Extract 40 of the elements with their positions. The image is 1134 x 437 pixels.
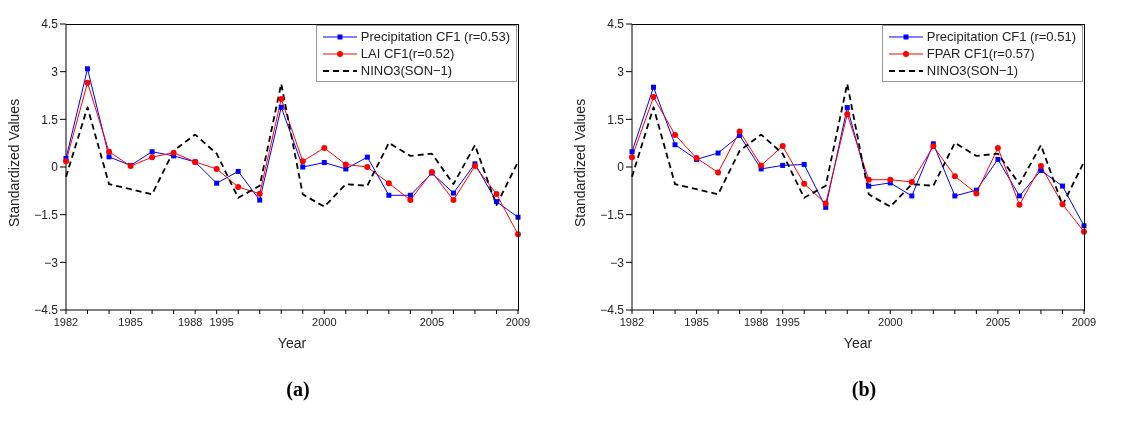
y-tick-label: −4.5: [34, 303, 59, 318]
x-tick-label: 2009: [1071, 316, 1097, 328]
y-tick-label: 3: [51, 64, 59, 79]
legend-label: Precipitation CF1 (r=0.51): [926, 28, 1076, 45]
x-tick-label: 1985: [684, 316, 709, 328]
x-axis-title: Year: [277, 335, 307, 351]
text: (b): [850, 378, 878, 401]
x-tick-label: 1982: [619, 316, 645, 328]
legend-label: FPAR CF1(r=0.57): [926, 45, 1035, 62]
x-tick-label: 1995: [209, 316, 234, 328]
text: (a): [285, 378, 311, 401]
y-tick-label: 4.5: [41, 17, 59, 32]
y-tick-label: −3: [44, 255, 59, 270]
x-tick-label: 1985: [118, 316, 143, 328]
x-tick-label: 1988: [177, 316, 203, 328]
legend-label: NINO3(SON−1): [926, 62, 1019, 79]
y-tick-label: 1.5: [607, 112, 625, 127]
y-tick-label: 1.5: [41, 112, 59, 127]
x-tick-label: 2005: [419, 316, 445, 328]
x-tick-label: 2000: [878, 316, 903, 328]
y-tick-label: −3: [610, 255, 625, 270]
x-tick-label: 2009: [505, 316, 531, 328]
x-tick-label: 1982: [53, 316, 79, 328]
x-tick-label: 2000: [312, 316, 337, 328]
y-tick-label: −1.5: [34, 207, 59, 222]
y-tick-label: 0: [51, 160, 59, 175]
y-tick-label: 4.5: [607, 17, 625, 32]
y-tick-label: 3: [617, 64, 625, 79]
x-tick-label: 1988: [743, 316, 769, 328]
y-tick-label: −1.5: [600, 207, 625, 222]
x-axis-title: Year: [843, 335, 873, 351]
y-axis-title: Standardized Values: [571, 98, 588, 227]
y-tick-label: 0: [617, 160, 625, 175]
legend-label: LAI CF1(r=0.52): [360, 45, 455, 62]
x-tick-label: 2005: [985, 316, 1011, 328]
y-tick-label: −4.5: [600, 303, 625, 318]
legend-label: NINO3(SON−1): [360, 62, 453, 79]
y-axis-title: Standardized Values: [5, 98, 22, 227]
legend-label: Precipitation CF1 (r=0.53): [360, 28, 510, 45]
x-tick-label: 1995: [775, 316, 800, 328]
